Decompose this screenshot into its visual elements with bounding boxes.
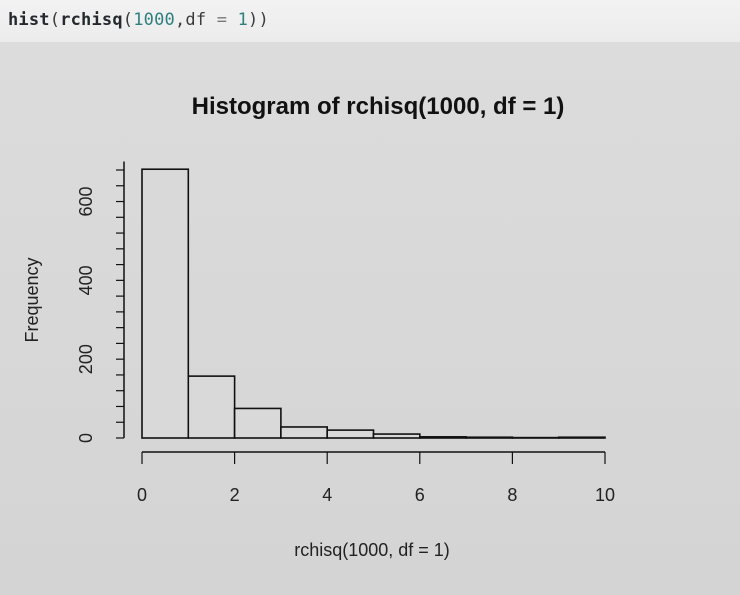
x-tick-label-1: 2 [230, 485, 240, 505]
code-df-value: 1 [237, 10, 249, 30]
code-open-paren: ( [49, 10, 61, 30]
x-tick-label-4: 8 [507, 485, 517, 505]
histogram-bar-3 [280, 426, 328, 439]
code-editor-strip: hist(rchisq(1000,df = 1)) [0, 0, 740, 43]
code-equals: = [206, 10, 238, 30]
y-axis: 0 200 400 600 [76, 161, 125, 443]
y-tick-label-2: 400 [76, 265, 96, 295]
y-axis-label: Frequency [22, 257, 42, 342]
histogram-bar-7 [465, 436, 514, 439]
y-tick-label-0: 0 [76, 433, 96, 443]
code-close-paren: )) [248, 10, 269, 30]
y-tick-label-1: 200 [76, 344, 96, 374]
x-axis-label: rchisq(1000, df = 1) [294, 540, 450, 560]
histogram-bar-5 [372, 433, 421, 439]
histogram-bars [141, 168, 606, 439]
x-tick-label-3: 6 [415, 485, 425, 505]
x-axis: 0 2 4 6 8 10 [137, 451, 615, 505]
histogram-bar-4 [326, 429, 375, 439]
code-function-name: hist [8, 10, 50, 30]
x-tick-label-5: 10 [595, 485, 615, 505]
chart-title: Histogram of rchisq(1000, df = 1) [192, 93, 565, 120]
histogram-bar-1 [187, 375, 236, 439]
histogram-bar-9 [557, 436, 606, 439]
code-inner-open-paren: ( [122, 10, 134, 30]
code-line: hist(rchisq(1000,df = 1)) [8, 10, 269, 30]
x-tick-label-2: 4 [322, 485, 332, 505]
code-inner-function-name: rchisq [60, 10, 123, 30]
code-comma: , [174, 10, 186, 30]
code-number: 1000 [133, 10, 175, 30]
histogram-bar-2 [233, 407, 282, 439]
histogram-bar-0 [141, 168, 190, 439]
x-tick-label-0: 0 [137, 485, 147, 505]
histogram-bar-6 [418, 436, 467, 439]
code-df-name: df [185, 10, 207, 30]
y-tick-label-3: 600 [76, 187, 96, 217]
